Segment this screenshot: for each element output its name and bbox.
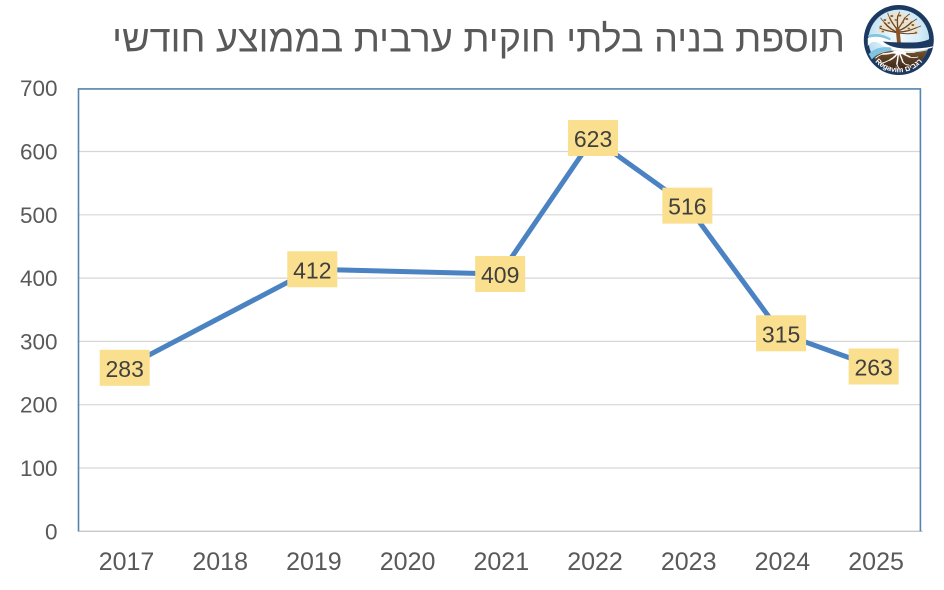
- svg-text:400: 400: [20, 266, 58, 291]
- svg-text:283: 283: [106, 356, 144, 382]
- svg-text:2019: 2019: [286, 548, 342, 576]
- svg-text:2025: 2025: [848, 548, 904, 576]
- svg-text:2020: 2020: [380, 548, 436, 576]
- svg-text:412: 412: [293, 257, 331, 283]
- svg-text:200: 200: [20, 393, 58, 418]
- svg-text:2021: 2021: [473, 548, 529, 576]
- svg-text:315: 315: [762, 321, 800, 347]
- svg-text:300: 300: [20, 329, 58, 354]
- svg-text:700: 700: [20, 76, 58, 101]
- svg-text:263: 263: [854, 355, 892, 381]
- svg-text:600: 600: [20, 140, 58, 165]
- svg-text:100: 100: [20, 456, 58, 481]
- svg-text:0: 0: [45, 519, 58, 544]
- svg-text:2024: 2024: [755, 548, 811, 576]
- svg-text:623: 623: [574, 126, 612, 152]
- svg-text:409: 409: [481, 262, 519, 288]
- svg-text:2022: 2022: [567, 548, 623, 576]
- svg-text:2018: 2018: [192, 548, 248, 576]
- svg-text:2023: 2023: [661, 548, 717, 576]
- svg-text:516: 516: [668, 194, 706, 220]
- svg-text:500: 500: [20, 203, 58, 228]
- svg-text:2017: 2017: [99, 548, 155, 576]
- svg-text:תוספת בניה בלתי חוקית ערבית במ: תוספת בניה בלתי חוקית ערבית בממוצע חודשי: [112, 19, 845, 61]
